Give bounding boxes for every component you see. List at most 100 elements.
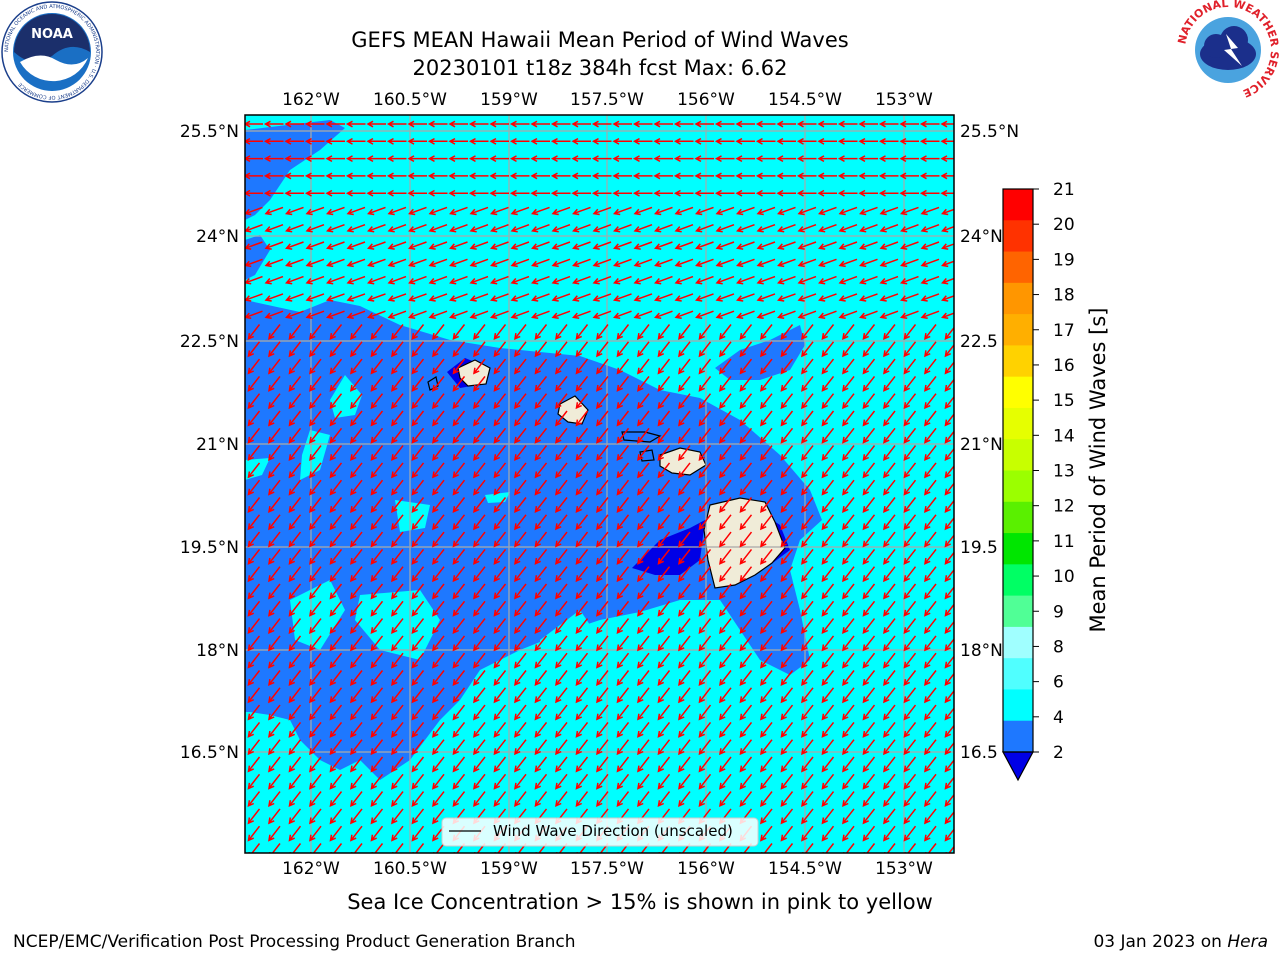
wave-direction-arrow xyxy=(883,358,896,375)
wave-direction-arrow xyxy=(657,445,671,462)
wave-direction-arrow xyxy=(329,808,343,825)
wave-direction-arrow xyxy=(411,670,425,686)
wave-direction-arrow xyxy=(514,687,527,704)
wave-direction-arrow xyxy=(900,275,919,285)
wave-direction-arrow xyxy=(801,773,814,790)
wave-direction-arrow xyxy=(924,843,937,853)
wave-direction-arrow xyxy=(325,172,345,180)
wave-direction-arrow xyxy=(575,548,589,565)
wave-direction-arrow xyxy=(329,514,343,531)
wave-direction-arrow xyxy=(903,358,917,375)
lon-tick-label: 157.5°W xyxy=(570,859,644,879)
wave-direction-arrow xyxy=(596,739,609,756)
wave-direction-arrow xyxy=(268,652,281,669)
island-molokai xyxy=(621,431,662,443)
wave-direction-arrow xyxy=(859,241,878,250)
wave-direction-arrow xyxy=(493,445,507,462)
wave-direction-arrow xyxy=(509,172,530,180)
wave-direction-arrow xyxy=(452,652,466,669)
wave-direction-arrow xyxy=(391,670,404,686)
wave-direction-arrow xyxy=(407,189,427,197)
wave-direction-arrow xyxy=(883,773,896,790)
wave-direction-arrow xyxy=(514,324,527,340)
wave-direction-arrow xyxy=(391,756,404,773)
wave-direction-arrow xyxy=(596,687,609,704)
wave-direction-arrow xyxy=(941,277,954,285)
wave-direction-arrow xyxy=(637,721,650,738)
wave-direction-arrow xyxy=(329,497,343,513)
wave-direction-arrow xyxy=(411,687,425,704)
wave-direction-arrow xyxy=(616,375,630,392)
wave-direction-arrow xyxy=(616,514,630,531)
wave-direction-arrow xyxy=(818,275,837,285)
wave-direction-arrow xyxy=(468,189,489,197)
wave-direction-arrow xyxy=(449,223,468,233)
wave-direction-arrow xyxy=(370,410,384,427)
wave-direction-arrow xyxy=(534,427,548,444)
wave-direction-arrow xyxy=(329,773,343,790)
wave-direction-arrow xyxy=(551,223,571,233)
wave-direction-arrow xyxy=(408,275,427,285)
colorbar-tick-label: 20 xyxy=(1053,215,1075,235)
wave-direction-arrow xyxy=(780,341,794,358)
wave-direction-arrow xyxy=(288,341,302,358)
wave-direction-arrow xyxy=(714,120,735,128)
wave-direction-arrow xyxy=(780,773,794,790)
wave-direction-arrow xyxy=(739,531,753,548)
wave-direction-arrow xyxy=(801,531,814,548)
wave-direction-arrow xyxy=(591,189,612,197)
wave-direction-arrow xyxy=(370,652,384,669)
wave-direction-arrow xyxy=(821,583,835,600)
wave-direction-arrow xyxy=(592,206,612,216)
wave-direction-arrow xyxy=(575,324,589,340)
wave-direction-arrow xyxy=(432,375,445,392)
lon-tick-label: 160.5°W xyxy=(373,90,447,110)
wave-direction-arrow xyxy=(903,341,917,358)
wave-direction-arrow xyxy=(698,410,712,427)
lat-tick-label: 24°N xyxy=(196,227,239,247)
wave-direction-arrow xyxy=(370,427,384,444)
wave-direction-arrow xyxy=(514,791,527,808)
legend-label: Wind Wave Direction (unscaled) xyxy=(493,822,733,840)
wave-direction-arrow xyxy=(510,310,530,320)
wave-direction-arrow xyxy=(903,514,917,531)
wave-direction-arrow xyxy=(370,375,384,392)
wave-direction-arrow xyxy=(801,427,814,444)
wave-direction-arrow xyxy=(842,583,855,600)
wave-direction-arrow xyxy=(821,773,835,790)
wave-direction-arrow xyxy=(411,531,425,548)
lat-tick-label: 25.5°N xyxy=(180,122,239,142)
wave-direction-arrow xyxy=(370,341,384,358)
wave-direction-arrow xyxy=(596,393,609,410)
wave-direction-arrow xyxy=(428,258,448,268)
wave-direction-arrow xyxy=(657,462,671,479)
wave-direction-arrow xyxy=(879,310,899,320)
wave-direction-arrow xyxy=(616,618,630,635)
wave-direction-arrow xyxy=(534,773,548,790)
wave-direction-arrow xyxy=(698,566,712,583)
wave-direction-arrow xyxy=(760,843,773,853)
wave-direction-arrow xyxy=(776,137,796,145)
wave-direction-arrow xyxy=(596,514,609,531)
wave-direction-arrow xyxy=(596,479,609,496)
wave-direction-arrow xyxy=(407,172,427,180)
wave-direction-arrow xyxy=(411,375,425,392)
wave-direction-arrow xyxy=(657,600,671,617)
wave-direction-arrow xyxy=(596,427,609,444)
wave-direction-arrow xyxy=(473,687,486,704)
wave-direction-arrow xyxy=(449,293,468,302)
wave-direction-arrow xyxy=(530,172,550,180)
wave-direction-arrow xyxy=(386,120,407,128)
wave-direction-arrow xyxy=(919,120,940,128)
wave-direction-arrow xyxy=(883,843,896,853)
wave-direction-arrow xyxy=(838,206,858,216)
wave-direction-arrow xyxy=(657,687,671,704)
wave-direction-arrow xyxy=(268,843,281,853)
wave-direction-arrow xyxy=(760,445,773,462)
wave-direction-arrow xyxy=(878,189,899,197)
wave-direction-arrow xyxy=(838,310,858,320)
wave-direction-arrow xyxy=(329,670,343,686)
wave-direction-arrow xyxy=(899,172,919,180)
colorbar-tick-label: 12 xyxy=(1053,497,1075,517)
wave-direction-arrow xyxy=(555,635,568,652)
